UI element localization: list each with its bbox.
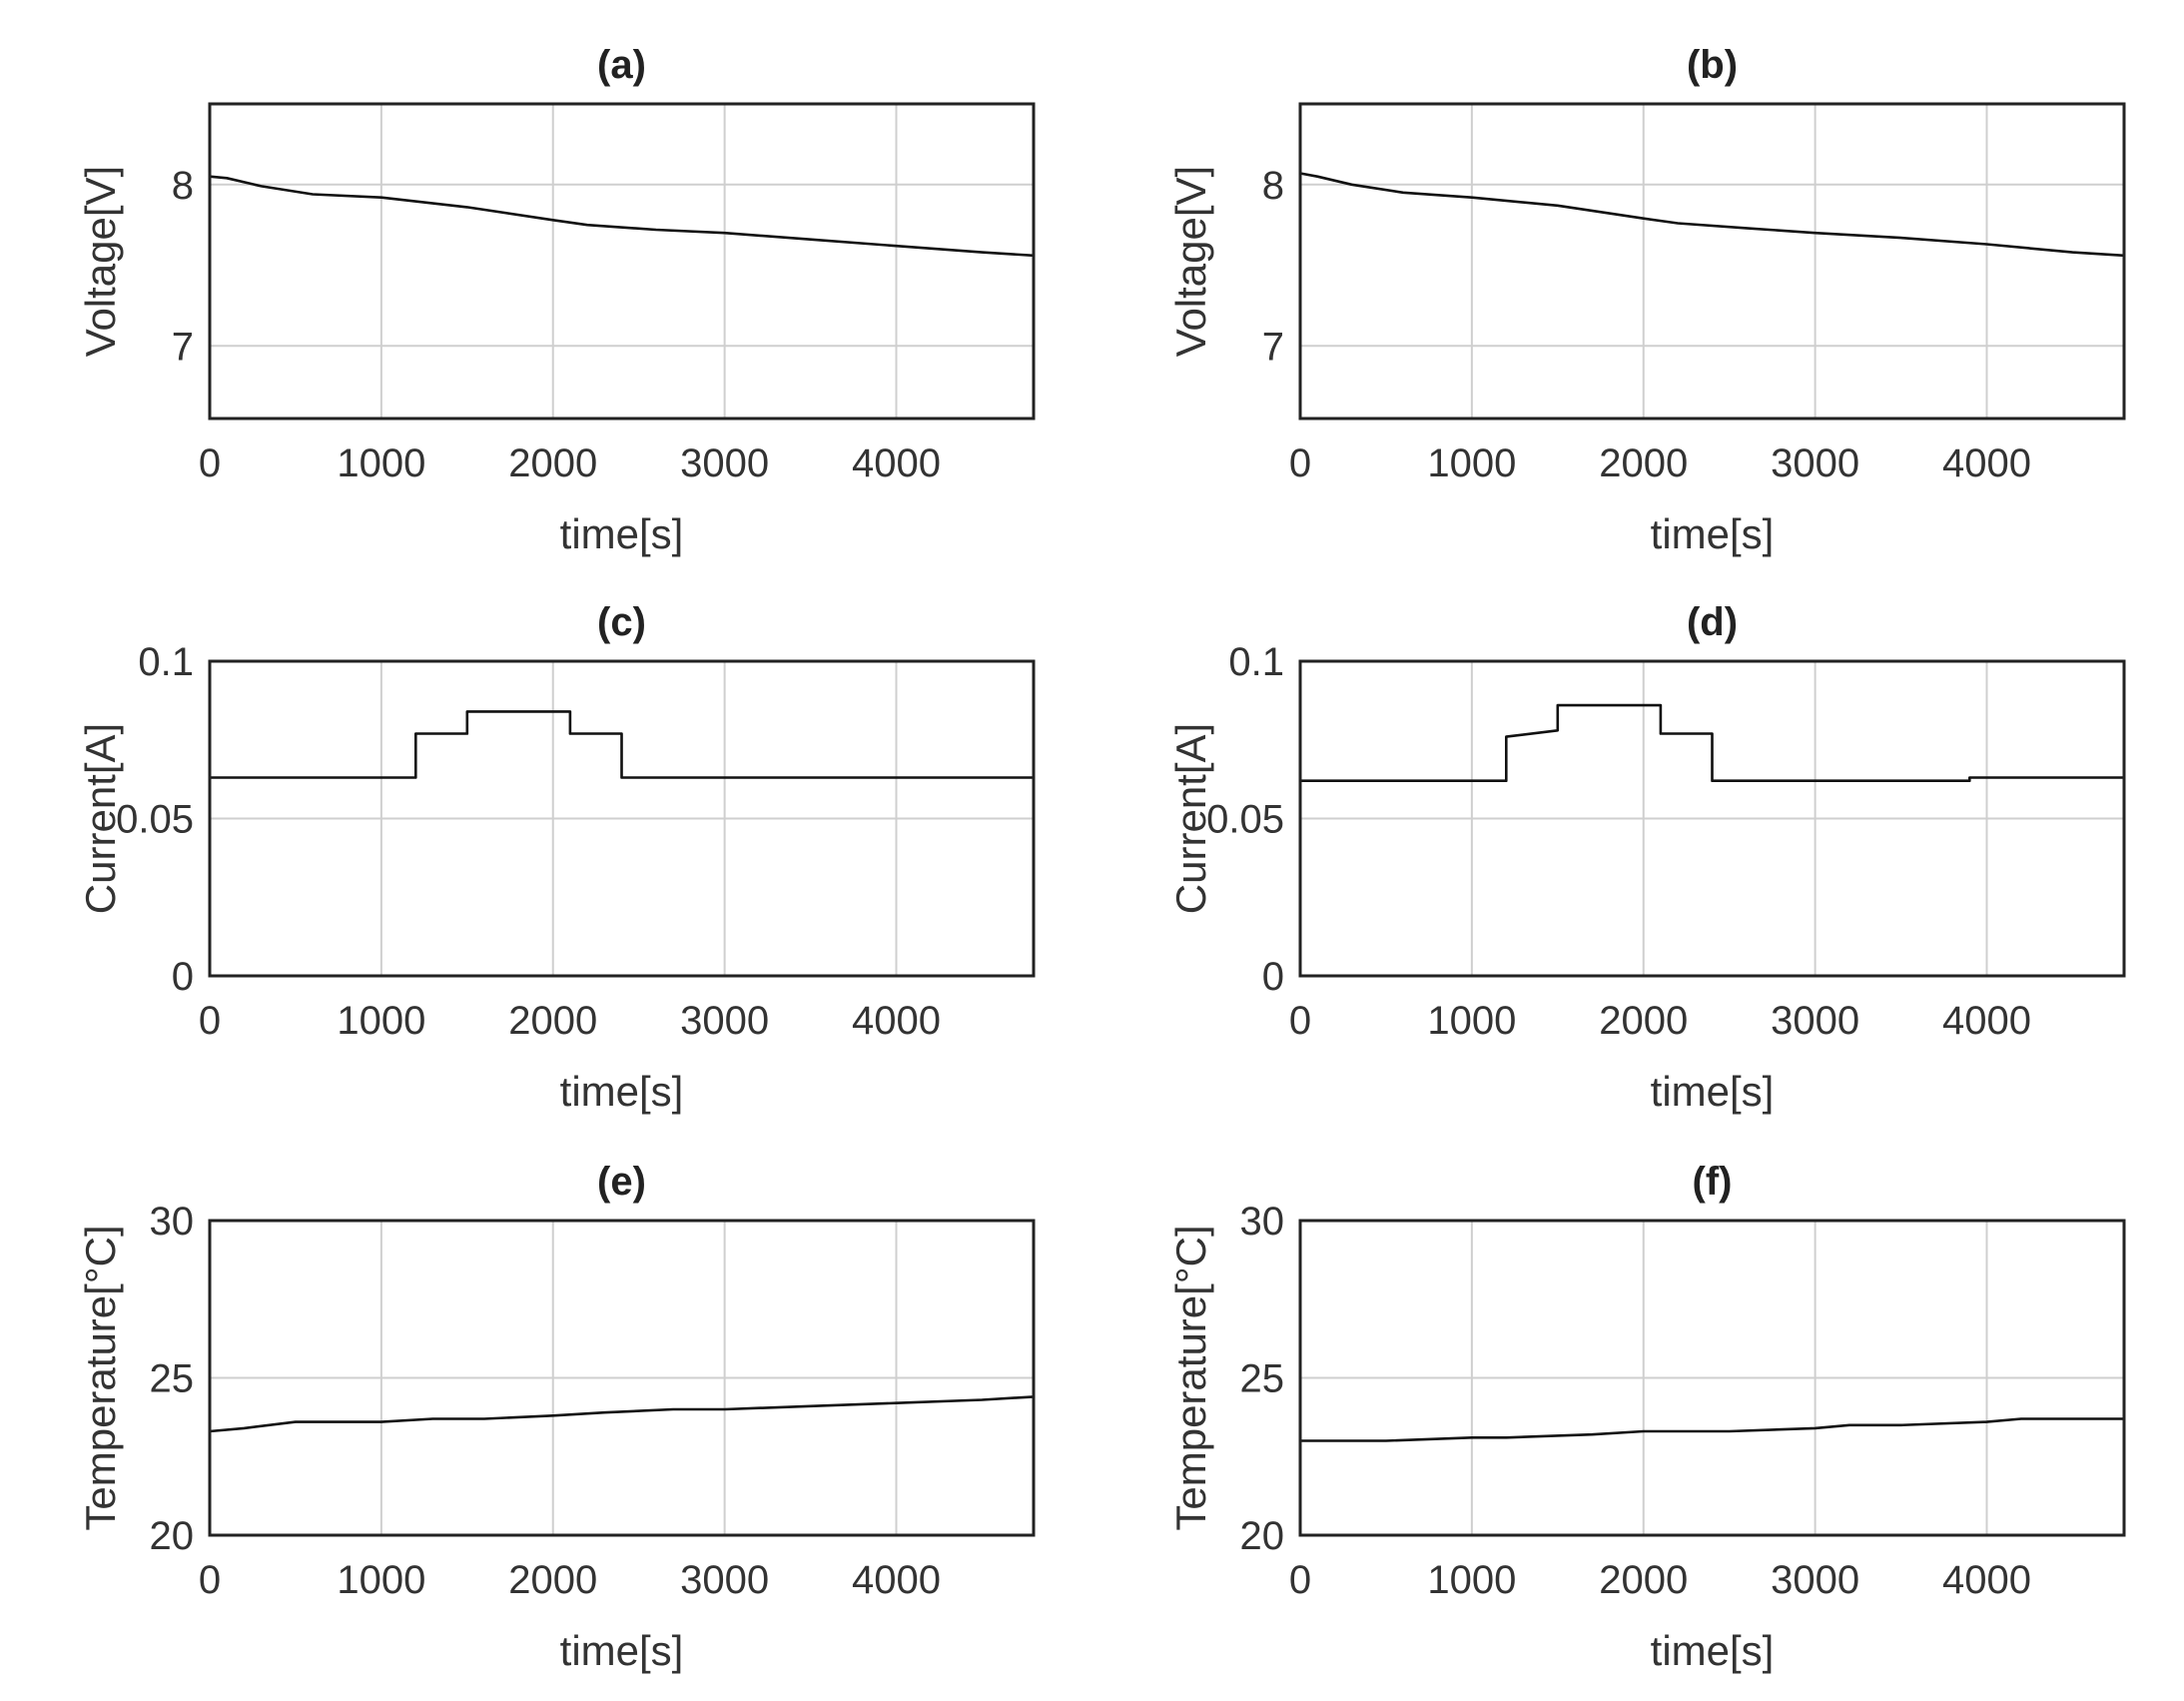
y-tick-label: 0.1 [1228, 640, 1284, 684]
x-axis-label: time[s] [1651, 1068, 1775, 1115]
chart-panel: 0 1000 2000 3000 4000 7 8 (a) time[s] Voltage[V] [77, 43, 1036, 557]
axes-box [1298, 659, 2126, 978]
panel-title: (e) [597, 1160, 646, 1204]
axes-box [208, 102, 1036, 421]
x-tick-label: 1000 [1427, 1558, 1516, 1602]
x-axis-label: time[s] [1651, 1627, 1775, 1674]
y-tick-label: 30 [1240, 1200, 1285, 1244]
x-tick-label: 3000 [1771, 1558, 1859, 1602]
x-tick-label: 2000 [1599, 1558, 1688, 1602]
y-tick-label: 0.05 [116, 798, 194, 842]
x-tick-label: 4000 [1942, 999, 2031, 1043]
x-tick-label: 0 [1289, 999, 1311, 1043]
chart-panel: 0 1000 2000 3000 4000 20 25 30 (e) time[s] Tempera… [77, 1160, 1036, 1674]
series-line [210, 710, 1034, 779]
series-line [1299, 172, 2125, 258]
chart-panel: 0 1000 2000 3000 4000 0 0.05 0.1 (d) time[s] Curre… [1167, 600, 2126, 1115]
y-axis-label: Current[A] [77, 723, 124, 914]
y-tick-label: 0 [172, 955, 194, 999]
panel-title: (b) [1687, 43, 1738, 87]
y-tick-label: 7 [1262, 325, 1284, 369]
x-tick-label: 4000 [852, 441, 941, 485]
x-tick-label: 0 [199, 1558, 221, 1602]
x-tick-label: 3000 [1771, 999, 1859, 1043]
y-tick-label: 25 [1240, 1357, 1285, 1401]
y-tick-label: 8 [172, 164, 194, 208]
x-tick-label: 4000 [1942, 1558, 2031, 1602]
series-line [209, 175, 1035, 258]
y-tick-label: 30 [150, 1200, 195, 1244]
y-axis-label: Temperature[°C] [77, 1225, 124, 1530]
panel-title: (c) [597, 600, 646, 644]
chart-panel: 0 1000 2000 3000 4000 7 8 (b) time[s] Voltage[V] [1167, 43, 2126, 557]
y-tick-label: 20 [1240, 1514, 1285, 1558]
y-axis-label: Voltage[V] [1167, 166, 1214, 357]
x-tick-label: 2000 [508, 999, 597, 1043]
x-tick-label: 4000 [852, 1558, 941, 1602]
y-axis-label: Temperature[°C] [1167, 1225, 1214, 1530]
x-tick-label: 4000 [852, 999, 941, 1043]
x-axis-label: time[s] [560, 1068, 684, 1115]
x-tick-label: 1000 [337, 999, 425, 1043]
y-axis-label: Voltage[V] [77, 166, 124, 357]
y-tick-label: 0.1 [138, 640, 194, 684]
y-tick-label: 0.05 [1206, 798, 1284, 842]
chart-panel: 0 1000 2000 3000 4000 20 25 30 (f) time[s] Tempera… [1167, 1160, 2126, 1674]
x-tick-label: 3000 [680, 441, 769, 485]
x-tick-label: 0 [1289, 441, 1311, 485]
axes-box [208, 1219, 1036, 1537]
y-tick-label: 0 [1262, 955, 1284, 999]
y-tick-label: 8 [1262, 164, 1284, 208]
series-line [209, 1395, 1035, 1433]
x-tick-label: 3000 [680, 1558, 769, 1602]
x-tick-label: 2000 [508, 441, 597, 485]
y-tick-label: 7 [172, 325, 194, 369]
x-tick-label: 3000 [680, 999, 769, 1043]
x-tick-label: 0 [1289, 1558, 1311, 1602]
y-tick-label: 25 [150, 1357, 195, 1401]
panel-title: (f) [1693, 1160, 1733, 1204]
axes-box [208, 659, 1036, 978]
y-tick-label: 20 [150, 1514, 195, 1558]
x-tick-label: 1000 [337, 441, 425, 485]
x-tick-label: 3000 [1771, 441, 1859, 485]
series-line [1300, 703, 2124, 783]
x-tick-label: 1000 [337, 1558, 425, 1602]
x-tick-label: 2000 [508, 1558, 597, 1602]
axes-box [1298, 1219, 2126, 1537]
x-tick-label: 4000 [1942, 441, 2031, 485]
y-axis-label: Current[A] [1167, 723, 1214, 914]
chart-panel: 0 1000 2000 3000 4000 0 0.05 0.1 (c) time[s] Curre… [77, 600, 1036, 1115]
x-tick-label: 0 [199, 441, 221, 485]
x-tick-label: 1000 [1427, 999, 1516, 1043]
panel-title: (a) [597, 43, 646, 87]
x-axis-label: time[s] [560, 1627, 684, 1674]
x-tick-label: 0 [199, 999, 221, 1043]
x-axis-label: time[s] [1651, 510, 1775, 557]
x-axis-label: time[s] [560, 510, 684, 557]
x-tick-label: 2000 [1599, 999, 1688, 1043]
series-line [1300, 1417, 2124, 1442]
panel-title: (d) [1687, 600, 1738, 644]
x-tick-label: 2000 [1599, 441, 1688, 485]
axes-box [1298, 102, 2126, 421]
x-tick-label: 1000 [1427, 441, 1516, 485]
